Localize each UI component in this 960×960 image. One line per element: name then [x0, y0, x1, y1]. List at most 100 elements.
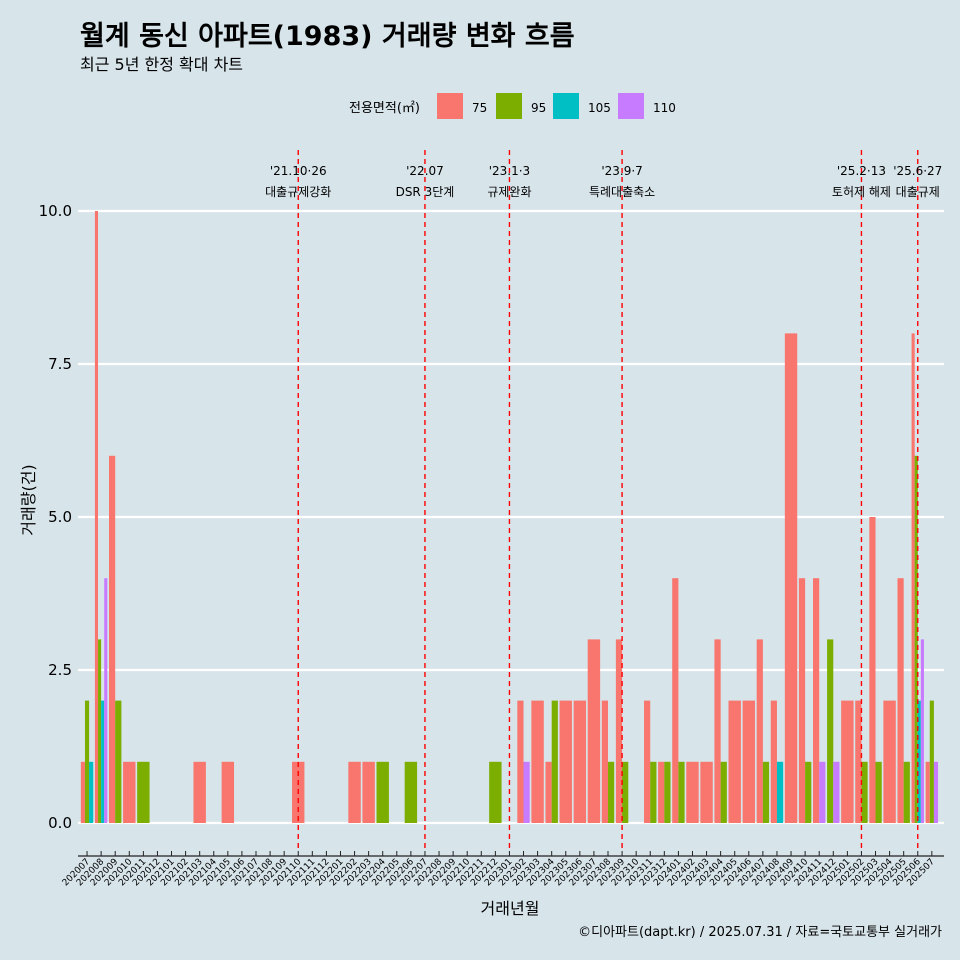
bar-95-202312: [664, 761, 671, 823]
event-date: '25.6·27: [893, 164, 942, 178]
bar-95-202503: [875, 761, 882, 823]
event-date: '23.1·3: [489, 164, 530, 178]
bar-75-202302: [517, 700, 524, 823]
bar-75-202009: [109, 455, 116, 823]
bar-75-202008: [94, 211, 99, 823]
bar-75-202411: [813, 578, 820, 823]
bar-75-202408: [770, 700, 777, 823]
caption: ©디아파트(dapt.kr) / 2025.07.31 / 자료=국토교통부 실…: [578, 925, 942, 940]
bar-75-202402: [686, 761, 699, 823]
bar-105-202008: [101, 700, 105, 823]
bar-95-202407: [762, 761, 770, 823]
legend-title: 전용면적(㎡): [349, 101, 420, 116]
bar-75-202410: [798, 578, 806, 823]
y-tick-label: 5.0: [48, 508, 72, 526]
bar-95-202008: [98, 639, 102, 823]
bar-95-202309: [622, 761, 629, 823]
bar-95-202308: [608, 761, 615, 823]
bars: [80, 211, 939, 823]
legend-swatch-105: [553, 93, 579, 119]
bar-95-202304: [551, 700, 558, 823]
bar-110-202507: [933, 761, 939, 823]
event-date: '25.2·13: [837, 164, 886, 178]
bar-75-202203: [362, 761, 375, 823]
legend-swatch-110: [618, 93, 644, 119]
bar-95-202011: [137, 761, 150, 823]
y-tick-label: 2.5: [48, 661, 72, 679]
event-label: 대출규제: [896, 185, 940, 199]
legend-swatch-95: [496, 93, 522, 119]
bar-95-202410: [805, 761, 812, 823]
bar-110-202302: [523, 761, 530, 823]
bar-75-202311: [644, 700, 651, 823]
bar-75-202406: [742, 700, 755, 823]
bar-95-202206: [404, 761, 418, 823]
bar-105-202506: [917, 700, 921, 823]
bar-75-202505: [897, 578, 904, 823]
bar-95-202009: [115, 700, 122, 823]
bar-75-202407: [756, 639, 763, 823]
bar-95-202311: [650, 761, 657, 823]
chart-title: 월계 동신 아파트(1983) 거래량 변화 흐름: [80, 21, 575, 52]
x-axis-title: 거래년월: [481, 899, 540, 918]
bar-75-202309: [615, 639, 623, 823]
bar-75-202504: [883, 700, 896, 823]
y-axis-title: 거래량(건): [19, 464, 38, 535]
bar-75-202401: [672, 578, 679, 823]
bar-75-202007: [80, 761, 85, 823]
bar-95-202412: [827, 639, 834, 823]
bar-75-202307: [587, 639, 601, 823]
bar-75-202501: [841, 700, 854, 823]
bar-75-202103: [193, 761, 206, 823]
bar-75-202409: [784, 333, 798, 823]
bar-75-202105: [221, 761, 235, 823]
bar-110-202412: [833, 761, 840, 823]
bar-75-202304: [545, 761, 552, 823]
bar-75-202404: [714, 639, 721, 823]
bar-75-202306: [573, 700, 587, 823]
bar-95-202007: [84, 700, 90, 823]
bar-75-202308: [601, 700, 608, 823]
bar-75-202403: [700, 761, 713, 823]
legend-swatch-75: [437, 93, 463, 119]
event-label: 대출규제강화: [265, 185, 331, 199]
annotations: '21.10·26 대출규제강화 '22.07 DSR 3단계 '23.1·3 규제완화 '…: [265, 150, 942, 848]
event-label: DSR 3단계: [396, 185, 455, 199]
event-date: '23.9·7: [601, 164, 642, 178]
bar-105-202408: [776, 761, 784, 823]
y-tick-label: 0.0: [48, 814, 72, 832]
legend-label-75: 75: [472, 101, 487, 115]
legend-label-95: 95: [531, 101, 546, 115]
bar-95-202505: [903, 761, 910, 823]
y-tick-label: 7.5: [48, 355, 72, 373]
legend: 전용면적(㎡) 75 95 105 110: [349, 93, 676, 119]
bar-95-202507: [929, 700, 934, 823]
legend-label-110: 110: [653, 101, 676, 115]
bar-95-202506: [914, 455, 918, 823]
bar-110-202411: [819, 761, 826, 823]
bar-75-202506: [911, 333, 915, 823]
event-label: 규제완화: [487, 185, 531, 199]
bar-110-202008: [104, 578, 108, 823]
event-date: '21.10·26: [270, 164, 327, 178]
bar-75-202507: [925, 761, 930, 823]
event-label: 토허제 해제: [832, 185, 891, 199]
bar-75-202312: [658, 761, 665, 823]
y-axis: 0.0 2.5 5.0 7.5 10.0: [39, 202, 72, 832]
bar-95-202204: [376, 761, 389, 823]
bar-95-202401: [678, 761, 685, 823]
chart-subtitle: 최근 5년 한정 확대 차트: [80, 55, 243, 74]
y-tick-label: 10.0: [39, 202, 72, 220]
bar-75-202503: [869, 517, 876, 823]
bar-95-202212: [489, 761, 502, 823]
bar-105-202007: [89, 761, 94, 823]
event-date: '22.07: [406, 164, 444, 178]
bar-75-202010: [123, 761, 136, 823]
legend-label-105: 105: [588, 101, 611, 115]
bar-75-202405: [728, 700, 741, 823]
bar-75-202305: [559, 700, 572, 823]
bar-95-202502: [861, 761, 868, 823]
bar-75-202303: [531, 700, 544, 823]
x-axis: 2020072020082020092020102020112020122021…: [61, 851, 944, 888]
